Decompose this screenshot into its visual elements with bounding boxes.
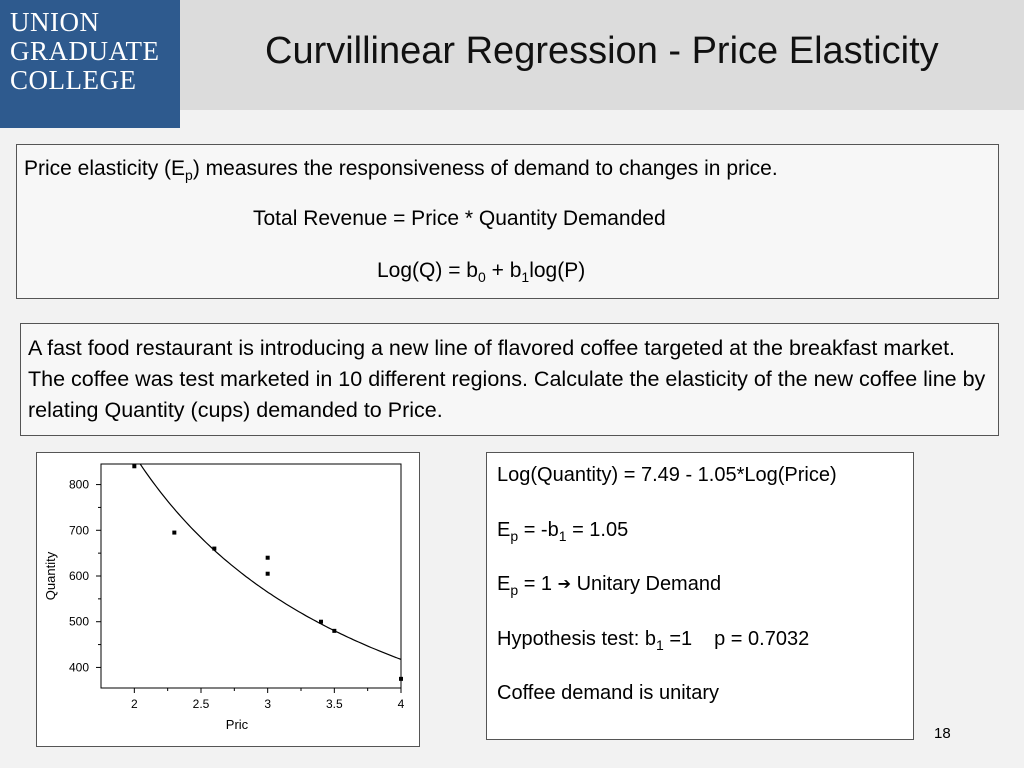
right-arrow-icon: ➔ (557, 576, 572, 593)
x-tick-label: 2 (131, 697, 138, 711)
data-point (265, 555, 270, 560)
logo-line-2: GRADUATE (10, 36, 160, 66)
page-number: 18 (934, 725, 951, 742)
elasticity-value: Ep = -b1 = 1.05 (497, 519, 629, 544)
data-point (265, 571, 270, 576)
logo-line-1: UNION (10, 7, 100, 37)
y-tick-label: 800 (69, 478, 89, 492)
y-tick-label: 700 (69, 523, 89, 537)
data-point (319, 619, 323, 624)
x-tick-label: 3 (264, 697, 271, 711)
unitary-demand-line: Ep = 1 ➔ Unitary Demand (497, 573, 722, 598)
fit-curve (139, 464, 401, 660)
x-axis-label: Pric (226, 717, 249, 732)
fitted-equation: Log(Quantity) = 7.49 - 1.05*Log(Price) (497, 464, 837, 486)
data-point (332, 628, 337, 633)
y-tick-label: 500 (69, 615, 89, 629)
hypothesis-test-line: Hypothesis test: b1 =1 p = 0.7032 (497, 628, 810, 653)
scatter-chart: 2 2.5 3 3.5 4 400 500 600 700 800 Pric Quantity (43, 463, 405, 732)
y-tick-label: 400 (69, 660, 89, 674)
plot-frame (100, 463, 402, 689)
logo-line-3: COLLEGE (10, 65, 137, 95)
elasticity-definition: Price elasticity (Ep) measures the respo… (24, 157, 778, 183)
x-tick-label: 2.5 (193, 697, 210, 711)
total-revenue-formula: Total Revenue = Price * Quantity Demande… (253, 207, 666, 230)
header-band (180, 0, 1024, 110)
y-tick-label: 600 (69, 569, 89, 583)
results-box: Log(Quantity) = 7.49 - 1.05*Log(Price) E… (486, 452, 914, 740)
x-tick-label: 3.5 (326, 697, 343, 711)
problem-box: A fast food restaurant is introducing a … (20, 323, 999, 436)
problem-text: A fast food restaurant is introducing a … (28, 336, 986, 422)
data-point (172, 530, 177, 535)
chart-box: 2 2.5 3 3.5 4 400 500 600 700 800 Pric Quantity (36, 452, 420, 747)
definitions-box: Price elasticity (Ep) measures the respo… (16, 144, 999, 299)
conclusion-text: Coffee demand is unitary (497, 682, 719, 704)
slide-title: Curvillinear Regression - Price Elastici… (265, 30, 939, 72)
log-model-formula: Log(Q) = b0 + b1log(P) (377, 259, 586, 285)
college-logo: UNION GRADUATE COLLEGE (0, 0, 180, 128)
data-point (132, 464, 137, 469)
y-axis-label: Quantity (43, 551, 58, 600)
data-point (399, 676, 403, 681)
x-tick-label: 4 (398, 697, 405, 711)
data-point (212, 546, 217, 551)
